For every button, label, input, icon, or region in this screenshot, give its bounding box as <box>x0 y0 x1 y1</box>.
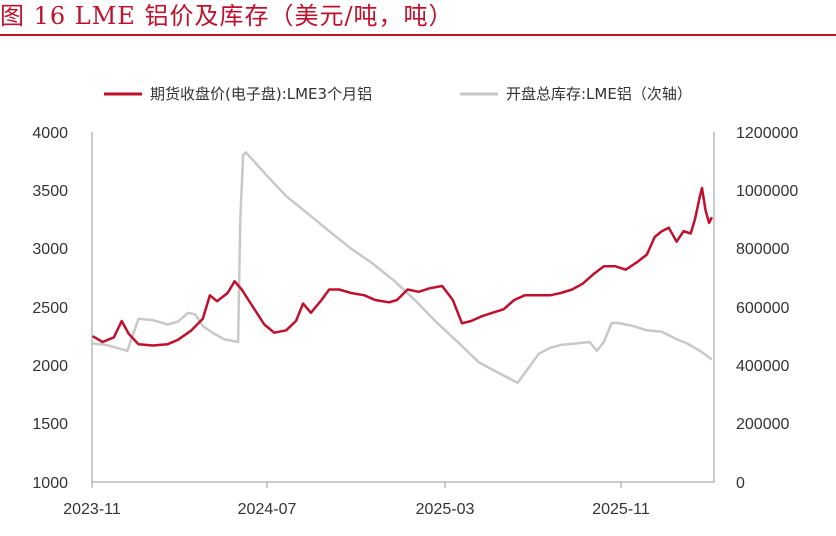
legend: 期货收盘价(电子盘):LME3个月铝 开盘总库存:LME铝（次轴） <box>104 85 692 103</box>
y-left-tick-label: 4000 <box>32 125 68 142</box>
y-left-tick-label: 1000 <box>32 475 68 492</box>
axes <box>91 132 715 483</box>
y-left-tick-labels: 4000 3500 3000 2500 2000 1500 1000 <box>32 125 68 492</box>
y-left-tick-label: 2000 <box>32 358 68 375</box>
y-right-tick-label: 0 <box>736 475 745 492</box>
y-right-tick-label: 1200000 <box>736 125 798 142</box>
x-tick-label: 2025-11 <box>592 501 650 518</box>
y-right-tick-label: 1000000 <box>736 183 798 200</box>
y-left-tick-label: 1500 <box>32 416 68 433</box>
series-line-inventory <box>92 151 713 385</box>
y-left-tick-label: 3000 <box>32 241 68 258</box>
figure-title: 图 16 LME 铝价及库存（美元/吨，吨） <box>0 2 454 30</box>
legend-label-price: 期货收盘价(电子盘):LME3个月铝 <box>150 85 372 103</box>
y-right-tick-label: 800000 <box>736 241 789 258</box>
y-left-tick-label: 3500 <box>32 183 68 200</box>
x-tick-label: 2024-07 <box>238 501 297 518</box>
legend-label-inventory: 开盘总库存:LME铝（次轴） <box>506 85 692 103</box>
y-right-tick-label: 600000 <box>736 300 789 317</box>
plot-lines <box>92 151 714 385</box>
title-divider <box>0 34 836 36</box>
x-tick-label: 2025-03 <box>416 501 475 518</box>
x-tick-label: 2023-11 <box>63 501 121 518</box>
y-left-tick-label: 2500 <box>32 300 68 317</box>
y-right-tick-labels: 1200000 1000000 800000 600000 400000 200… <box>736 125 798 492</box>
x-tick-labels: 2023-11 2024-07 2025-03 2025-11 <box>63 482 650 518</box>
y-right-tick-label: 400000 <box>736 358 789 375</box>
series-line-price <box>92 186 714 347</box>
y-right-tick-label: 200000 <box>736 416 789 433</box>
